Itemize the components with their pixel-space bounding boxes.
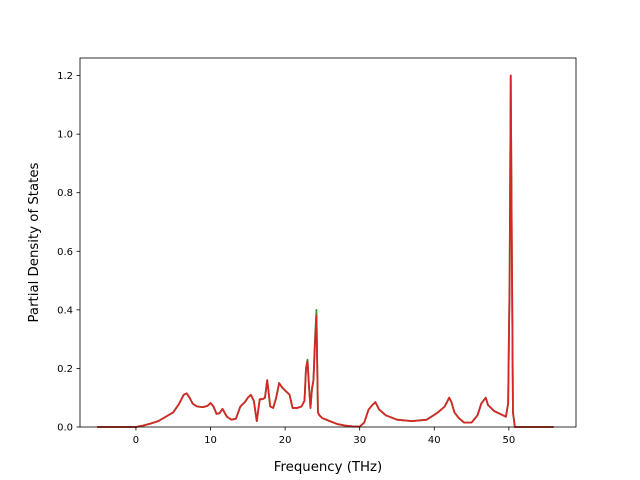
y-tick-label: 1.2 <box>57 71 73 82</box>
y-axis-ticks: 0.0 0.2 0.4 0.6 0.8 1.0 1.2 <box>57 71 80 434</box>
x-tick-label: 20 <box>279 435 292 446</box>
x-tick-label: 40 <box>428 435 441 446</box>
y-tick-label: 0.2 <box>57 364 73 375</box>
pdos-series-line-2 <box>97 74 554 428</box>
y-tick-label: 0.4 <box>57 305 73 316</box>
x-tick-label: 10 <box>204 435 217 446</box>
y-tick-label: 0.0 <box>57 423 73 434</box>
y-tick-label: 0.8 <box>57 188 73 199</box>
y-tick-label: 0.6 <box>57 247 73 258</box>
x-tick-label: 0 <box>133 435 139 446</box>
x-axis-ticks: 0 10 20 30 40 50 <box>133 427 515 446</box>
plot-frame <box>79 57 577 428</box>
series-layer <box>97 74 554 428</box>
x-axis-label: Frequency (THz) <box>274 460 382 475</box>
x-tick-label: 30 <box>353 435 366 446</box>
x-tick-label: 50 <box>503 435 516 446</box>
y-axis-label: Partial Density of States <box>27 162 42 322</box>
y-tick-label: 1.0 <box>57 130 73 141</box>
